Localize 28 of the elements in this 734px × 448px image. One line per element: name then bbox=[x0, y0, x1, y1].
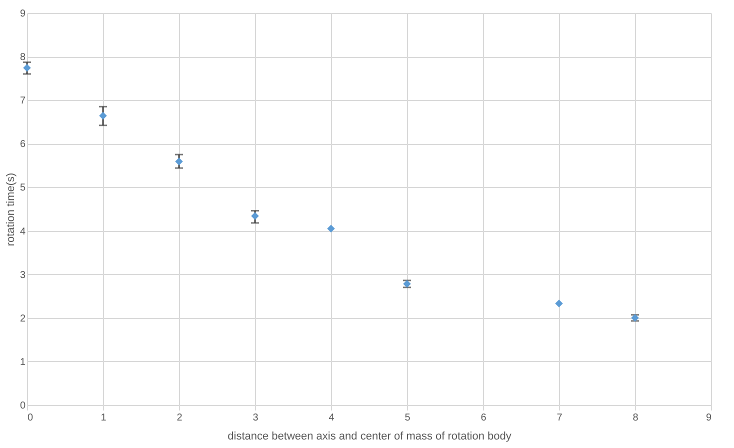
y-tick-label: 9 bbox=[20, 8, 26, 20]
point bbox=[175, 158, 183, 166]
point bbox=[251, 212, 259, 220]
x-tick-label: 9 bbox=[706, 412, 712, 424]
y-tick-label: 3 bbox=[20, 270, 26, 281]
x-tick-label: 1 bbox=[100, 412, 107, 424]
x-tick-label: 0 bbox=[28, 412, 34, 424]
y-tick-label: 8 bbox=[20, 52, 26, 64]
point bbox=[327, 224, 335, 232]
point bbox=[555, 300, 563, 308]
x-tick-label: 3 bbox=[252, 412, 259, 424]
x-tick-label: 6 bbox=[480, 412, 487, 424]
point bbox=[99, 112, 107, 120]
y-tick-label: 4 bbox=[20, 226, 26, 238]
y-tick-label: 5 bbox=[20, 182, 26, 194]
y-tick-label: 0 bbox=[20, 400, 26, 412]
x-tick-label: 8 bbox=[632, 412, 639, 424]
y-axis-title: rotation time(s) bbox=[4, 172, 17, 246]
x-tick-label: 4 bbox=[328, 412, 335, 424]
x-tick-label: 5 bbox=[404, 412, 411, 424]
y-tick-label: 1 bbox=[20, 356, 26, 368]
x-tick-label: 7 bbox=[556, 412, 563, 424]
x-tick-label: 2 bbox=[176, 412, 183, 424]
y-tick-label: 2 bbox=[20, 313, 26, 324]
y-tick-label: 7 bbox=[20, 96, 26, 107]
x-axis-title: distance between axis and center of mass of rotation body bbox=[228, 430, 512, 442]
point bbox=[23, 64, 31, 72]
y-tick-label: 6 bbox=[20, 139, 26, 150]
